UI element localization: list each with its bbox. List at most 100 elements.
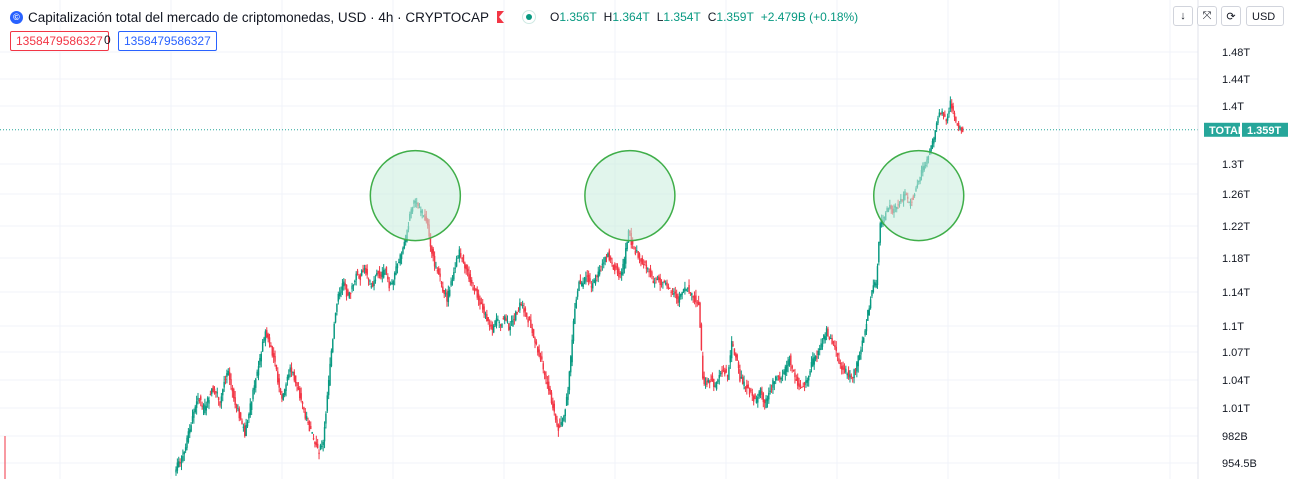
candle-body [695,295,697,303]
candle-body [725,368,727,373]
flag-icon[interactable] [496,11,504,23]
candle-body [653,282,656,284]
annotation-circle[interactable] [872,149,965,242]
candle-body [733,348,736,355]
currency-select[interactable]: USD [1246,6,1284,26]
candle-body [282,393,285,400]
candle-body [347,290,349,296]
candle-body [539,355,542,360]
refresh-icon[interactable]: ⟳ [1221,6,1241,26]
candle-body [648,271,650,273]
symbol-title[interactable]: Capitalización total del mercado de crip… [28,9,489,25]
candle-body [508,323,510,330]
candle-body [959,126,961,130]
candle-body [942,112,945,116]
candle-body [846,373,848,376]
chart-grid [0,0,1198,479]
candle-body [803,382,806,386]
candle-body [851,377,854,379]
candle-body [707,379,710,383]
candle-body [817,350,820,356]
y-tick-label: 1.01T [1222,403,1250,415]
candle-body [509,326,511,330]
price-axis[interactable]: 1.48T 1.44T 1.4T 1.3T 1.26T 1.22T 1.18T 1.14T 1.… [1222,47,1257,470]
market-status-icon[interactable] [521,10,536,24]
candle-body [692,295,694,298]
candle-body [746,385,748,389]
candle-body [228,372,231,380]
candle-body [791,365,793,369]
open-value: 1.356T [559,10,597,24]
candle-body [640,259,642,262]
y-tick-label: 1.44T [1222,74,1250,86]
y-tick-label: 954.5B [1222,458,1257,470]
candle-body [798,383,800,388]
candle-body [930,145,932,152]
candle-body [315,442,318,446]
candle-body [447,291,450,303]
candle-body [744,386,747,389]
candle-body [370,286,373,288]
compress-icon[interactable]: ⤧ [1197,6,1217,26]
candle-body [600,266,602,268]
candle-body [941,111,943,114]
candle-body [224,378,227,380]
annotation-circles [369,149,965,242]
last-price-tag: TOTAL 1.359T [1204,122,1288,137]
candle-body [399,254,401,264]
ohlc-values: O1.356T H1.364T L1.354T C1.359T +2.479B … [549,10,859,24]
candle-body [304,411,307,419]
candle-body [374,279,377,281]
candle-body [827,328,829,336]
candle-body [380,274,382,279]
candle-body [510,320,513,322]
candle-body [268,337,271,344]
candle-body [459,253,462,257]
candle-body [541,356,543,360]
candle-body [700,324,703,350]
y-tick-label: 1.22T [1222,221,1250,233]
candle-body [748,388,751,395]
candle-body [358,276,360,278]
candle-body [356,270,359,275]
candle-body [572,321,575,342]
candle-body [597,271,599,278]
candle-body [453,272,455,280]
y-tick-label: 1.14T [1222,287,1250,299]
candle-body [876,266,879,286]
candle-body [552,401,554,409]
annotation-circle[interactable] [369,149,462,242]
candle-body [828,336,831,340]
candle-body [534,338,536,343]
candle-body [255,378,257,388]
candle-body [567,390,569,400]
candle-body [187,431,190,442]
arrow-down-icon[interactable]: ↓ [1173,6,1193,26]
candle-body [724,370,726,375]
candle-body [305,416,308,420]
candle-body [513,318,516,320]
candle-body [949,100,952,109]
candle-body [865,323,868,332]
candle-body [237,408,239,410]
candle-body [322,441,324,446]
candle-body [270,345,272,348]
candle-body [790,355,792,366]
candle-body [515,311,517,321]
candle-body [292,372,294,374]
candle-body [652,280,654,284]
candle-body [641,257,643,264]
candle-body [758,391,760,397]
y-tick-label: 1.26T [1222,189,1250,201]
candle-body [499,324,502,326]
annotation-circle[interactable] [584,149,676,242]
candle-body [179,462,181,464]
candle-body [729,355,732,363]
candle-body [768,392,770,400]
candle-body [561,421,564,426]
candle-body [568,371,571,391]
candle-body [195,401,198,408]
candle-body [528,316,531,321]
candle-body [215,391,217,393]
